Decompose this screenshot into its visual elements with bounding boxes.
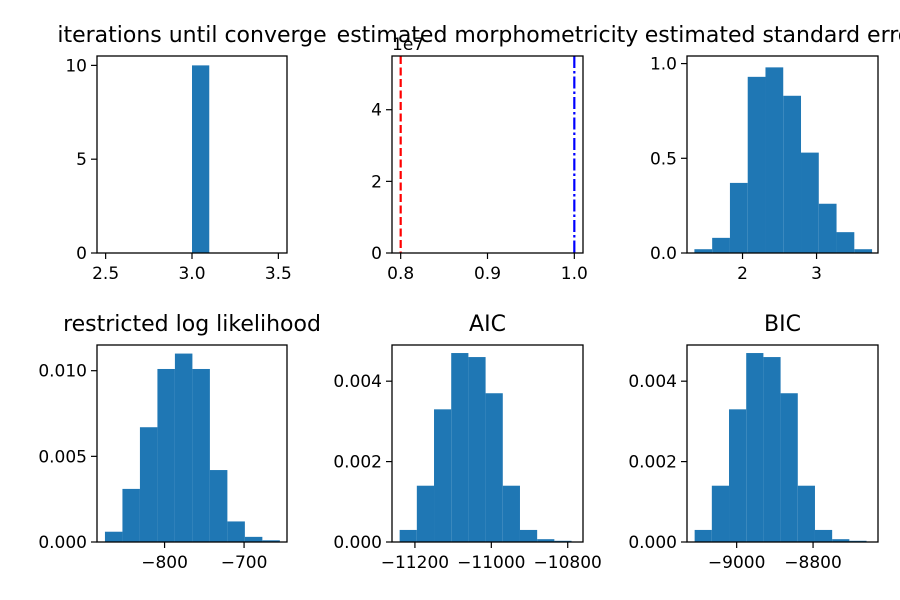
y-tick-label: 0.0: [650, 244, 677, 264]
x-tick-label: 0.9: [474, 264, 501, 284]
histogram-bar: [746, 353, 764, 542]
x-tick-label: 2.5: [92, 264, 119, 284]
subplot-title: estimated morphometricity: [337, 23, 639, 48]
histogram-bar: [765, 67, 784, 254]
x-tick-label: −9000: [708, 553, 766, 573]
x-tick-label: 3.0: [178, 264, 205, 284]
histogram-bar: [537, 539, 555, 542]
subplot-title: iterations until converge: [57, 23, 326, 48]
histogram-bar: [399, 529, 417, 542]
histogram-bar: [729, 182, 748, 253]
y-tick-label: 0.000: [628, 533, 677, 553]
y-tick-label: 4: [371, 101, 382, 121]
axes-frame: [686, 344, 879, 543]
histogram-bar: [763, 357, 781, 542]
axes-frame: [391, 55, 584, 254]
histogram-bar: [814, 529, 833, 542]
histogram-bar: [832, 539, 850, 542]
axes-frame: [686, 55, 879, 254]
subplot-title: estimated standard error: [645, 23, 900, 48]
y-tick-label: 2: [371, 172, 382, 192]
subplot-1: 2.5 3.0 3.5 0 5 10 iterations until converge: [57, 23, 326, 284]
histogram-bar: [244, 536, 263, 542]
subplot-title: restricted log likelihood: [63, 312, 321, 337]
y-tick-label: 0: [76, 244, 87, 264]
x-tick-label: 3: [811, 264, 822, 284]
x-tick-label: 2: [737, 264, 748, 284]
subplot-title: BIC: [764, 312, 801, 337]
subplot-4: −800 −700 0.000 0.005 0.010 restricted log li…: [38, 312, 321, 573]
histogram-bar: [485, 393, 503, 542]
histogram-bar: [694, 249, 713, 253]
y-tick-label: 0.002: [628, 453, 677, 473]
histogram-bar: [122, 488, 140, 542]
y-tick-label: 0.000: [38, 533, 87, 553]
histogram-bar: [783, 95, 802, 253]
y-tick-label: 0.000: [333, 533, 382, 553]
subplot-grid: 2.5 3.0 3.5 0 5 10 iterations until converge 0.…: [38, 23, 900, 573]
histogram-bar: [502, 485, 520, 542]
histogram-bar: [818, 203, 837, 253]
histogram-bar: [104, 531, 123, 542]
histogram-bar: [801, 152, 819, 253]
y-tick-label: 0.002: [333, 453, 382, 473]
histogram-bar: [262, 540, 280, 542]
histogram-bar: [416, 485, 435, 542]
histogram-bar: [854, 249, 873, 253]
histogram-bar: [729, 409, 747, 542]
x-tick-label: 0.8: [387, 264, 414, 284]
histogram-bar: [712, 237, 730, 253]
x-tick-label: −8800: [784, 553, 842, 573]
x-tick-label: −11000: [457, 553, 525, 573]
histogram-bar: [451, 353, 469, 542]
histogram-bar: [139, 427, 158, 542]
y-tick-label: 0.004: [333, 372, 382, 392]
axes-frame: [96, 344, 288, 543]
histogram-bar: [468, 357, 486, 542]
y-tick-label: 1.0: [650, 55, 677, 75]
histogram-bar: [797, 485, 815, 542]
y-tick-label: 0.5: [650, 149, 677, 169]
y-tick-label: 5: [76, 150, 87, 170]
histogram-bar: [192, 368, 210, 542]
y-tick-label: 10: [65, 56, 87, 76]
histogram-bar: [174, 353, 193, 542]
y-tick-label: 0.005: [38, 447, 87, 467]
axes-frame: [391, 344, 584, 543]
histogram-bar: [434, 409, 452, 542]
y-tick-label: 0: [371, 244, 382, 264]
histogram-bar: [209, 470, 228, 542]
subplot-5: −11200 −11000 −10800 0.000 0.002 0.004 AIC: [333, 312, 602, 573]
histogram-bar: [192, 65, 210, 253]
x-tick-label: −700: [221, 553, 268, 573]
histogram-bar: [157, 368, 175, 542]
subplot-title: AIC: [469, 312, 506, 337]
histogram-bar: [519, 529, 538, 542]
x-tick-label: −800: [141, 553, 188, 573]
subplot-6: −9000 −8800 0.000 0.002 0.004 BIC: [628, 312, 879, 573]
y-tick-label: 0.010: [38, 362, 87, 382]
x-tick-label: −10800: [534, 553, 602, 573]
x-tick-label: −11200: [381, 553, 449, 573]
y-axis-offset-label: 1e7: [392, 35, 424, 55]
histogram-bar: [711, 485, 730, 542]
histogram-bar: [694, 529, 712, 542]
histogram-bar: [227, 521, 245, 542]
subplot-3: 2 3 0.0 0.5 1.0 estimated standard error: [645, 23, 900, 284]
histogram-bar: [747, 76, 766, 253]
y-tick-label: 0.004: [628, 372, 677, 392]
histogram-bar: [780, 393, 798, 542]
x-tick-label: 1.0: [561, 264, 588, 284]
x-tick-label: 3.5: [265, 264, 292, 284]
histogram-bar: [836, 232, 855, 253]
